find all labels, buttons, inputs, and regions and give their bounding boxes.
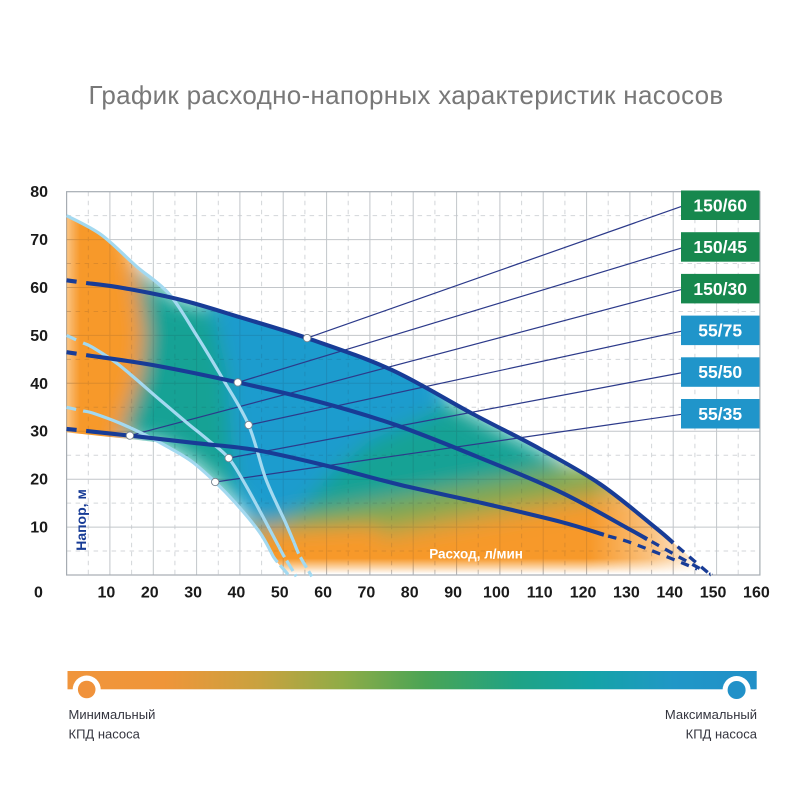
- svg-text:140: 140: [656, 585, 683, 602]
- svg-text:20: 20: [141, 585, 159, 602]
- svg-text:130: 130: [613, 585, 640, 602]
- svg-text:70: 70: [30, 232, 48, 249]
- svg-text:150: 150: [700, 585, 727, 602]
- svg-text:55/50: 55/50: [698, 362, 742, 382]
- svg-text:30: 30: [30, 424, 48, 441]
- svg-text:60: 60: [314, 585, 332, 602]
- svg-text:10: 10: [30, 520, 48, 537]
- svg-text:Напор, м: Напор, м: [73, 489, 89, 551]
- svg-text:55/35: 55/35: [698, 404, 742, 424]
- svg-text:150/60: 150/60: [693, 195, 747, 215]
- svg-text:160: 160: [743, 585, 770, 602]
- svg-text:100: 100: [483, 585, 510, 602]
- svg-text:30: 30: [184, 585, 202, 602]
- svg-text:Расход, л/мин: Расход, л/мин: [429, 547, 523, 562]
- svg-text:80: 80: [401, 585, 419, 602]
- svg-text:КПД насоса: КПД насоса: [686, 727, 758, 742]
- svg-text:40: 40: [228, 585, 246, 602]
- svg-text:0: 0: [34, 585, 43, 602]
- svg-text:80: 80: [30, 184, 48, 201]
- svg-text:50: 50: [271, 585, 289, 602]
- svg-text:20: 20: [30, 472, 48, 489]
- svg-text:110: 110: [527, 585, 553, 602]
- svg-text:КПД насоса: КПД насоса: [69, 727, 141, 742]
- svg-text:Минимальный: Минимальный: [69, 707, 156, 722]
- svg-text:150/30: 150/30: [693, 279, 747, 299]
- svg-text:150/45: 150/45: [693, 237, 747, 257]
- svg-text:90: 90: [444, 585, 462, 602]
- svg-text:50: 50: [30, 328, 48, 345]
- svg-text:55/75: 55/75: [698, 321, 742, 341]
- svg-text:График расходно-напорных харак: График расходно-напорных характеристик н…: [88, 80, 723, 110]
- svg-text:120: 120: [570, 585, 597, 602]
- svg-text:10: 10: [98, 585, 116, 602]
- svg-text:70: 70: [358, 585, 376, 602]
- svg-text:40: 40: [30, 376, 48, 393]
- svg-text:Максимальный: Максимальный: [665, 707, 757, 722]
- svg-text:60: 60: [30, 280, 48, 297]
